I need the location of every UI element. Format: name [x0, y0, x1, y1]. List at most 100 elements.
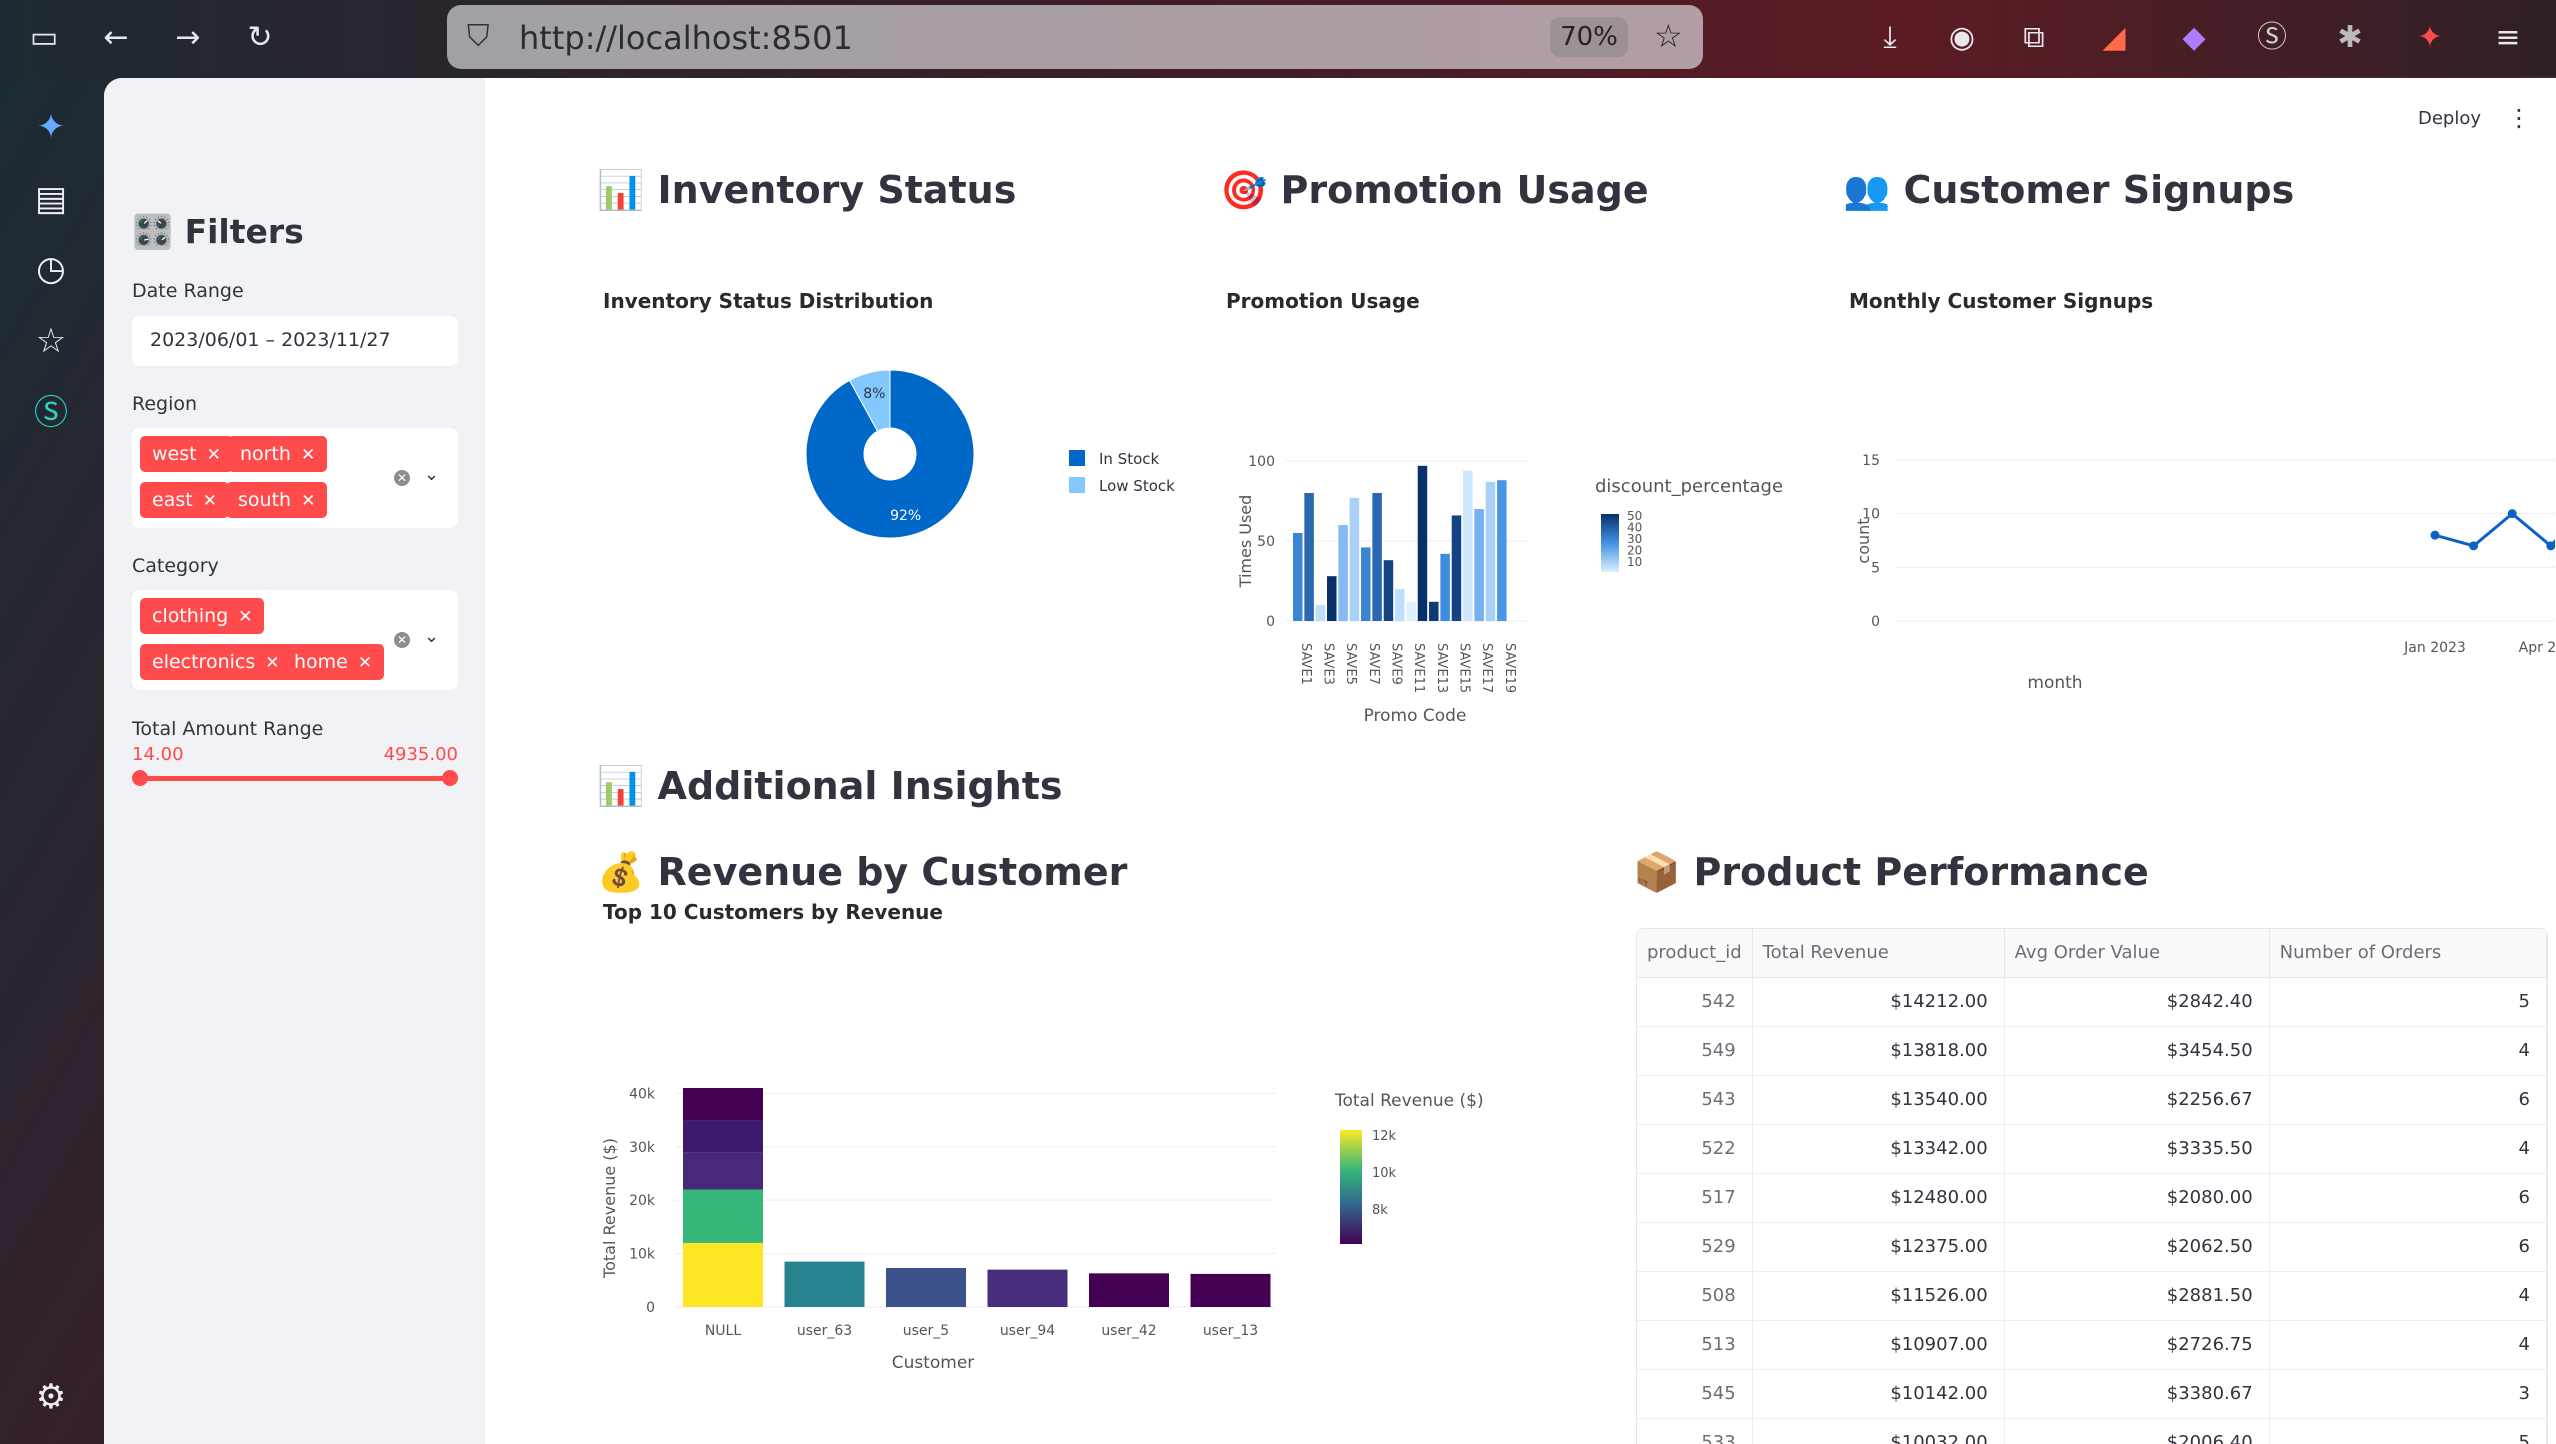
table-cell[interactable]: $10142.00	[1752, 1369, 2005, 1419]
table-cell[interactable]: 513	[1637, 1320, 1753, 1370]
remove-tag-icon[interactable]: ✕	[357, 653, 373, 673]
table-cell[interactable]: 522	[1637, 1124, 1753, 1174]
column-header[interactable]: Number of Orders	[2269, 929, 2547, 978]
deploy-button[interactable]: Deploy	[2418, 108, 2482, 129]
column-header[interactable]: product_id	[1637, 929, 1753, 978]
bookmarks-icon[interactable]: ☆	[35, 321, 67, 361]
zoom-level[interactable]: 70%	[1550, 17, 1628, 57]
table-cell[interactable]: 4	[2269, 1124, 2547, 1174]
category-tag-electronics[interactable]: electronics ✕	[140, 644, 292, 680]
table-row[interactable]: 517 $12480.00 $2080.00 6	[1637, 1173, 2547, 1223]
amount-slider-track[interactable]	[140, 776, 450, 781]
table-cell[interactable]: $2006.40	[2004, 1418, 2270, 1444]
table-cell[interactable]: $12375.00	[1752, 1222, 2005, 1272]
table-row[interactable]: 533 $10032.00 $2006.40 5	[1637, 1418, 2547, 1444]
sidebar-toggle-icon[interactable]: ▭	[29, 20, 59, 55]
table-cell[interactable]: 6	[2269, 1173, 2547, 1223]
remove-tag-icon[interactable]: ✕	[202, 491, 217, 511]
table-cell[interactable]: 543	[1637, 1075, 1753, 1125]
table-cell[interactable]: 5	[2269, 977, 2547, 1027]
table-cell[interactable]: $2256.67	[2004, 1075, 2270, 1125]
table-cell[interactable]: $3454.50	[2004, 1026, 2270, 1076]
table-cell[interactable]: 6	[2269, 1075, 2547, 1125]
table-row[interactable]: 529 $12375.00 $2062.50 6	[1637, 1222, 2547, 1272]
table-cell[interactable]: 6	[2269, 1222, 2547, 1272]
amount-slider-min-handle[interactable]	[132, 770, 148, 786]
url-bar[interactable]: ⛉ http://localhost:8501 70% ☆	[447, 5, 1703, 69]
bookmark-star-icon[interactable]: ☆	[1654, 17, 1683, 55]
table-cell[interactable]: $13342.00	[1752, 1124, 2005, 1174]
synced-tabs-icon[interactable]: ▤	[34, 179, 68, 219]
s-extension-icon[interactable]: Ⓢ	[2257, 20, 2287, 55]
table-cell[interactable]: $2080.00	[2004, 1173, 2270, 1223]
table-row[interactable]: 542 $14212.00 $2842.40 5	[1637, 977, 2547, 1027]
table-row[interactable]: 549 $13818.00 $3454.50 4	[1637, 1026, 2547, 1076]
remove-tag-icon[interactable]: ✕	[300, 445, 316, 465]
table-cell[interactable]: 508	[1637, 1271, 1753, 1321]
table-cell[interactable]: 542	[1637, 977, 1753, 1027]
table-cell[interactable]: 545	[1637, 1369, 1753, 1419]
clear-all-icon[interactable]: ✕	[394, 632, 410, 648]
table-cell[interactable]: $13818.00	[1752, 1026, 2005, 1076]
table-cell[interactable]: 517	[1637, 1173, 1753, 1223]
table-row[interactable]: 508 $11526.00 $2881.50 4	[1637, 1271, 2547, 1321]
table-cell[interactable]: 4	[2269, 1026, 2547, 1076]
fox-extension-icon[interactable]: ✦	[2417, 20, 2443, 55]
chevron-down-icon[interactable]: ⌄	[424, 626, 440, 647]
extensions-icon[interactable]: ⧉	[2023, 20, 2045, 55]
table-row[interactable]: 543 $13540.00 $2256.67 6	[1637, 1075, 2547, 1125]
table-cell[interactable]: $2726.75	[2004, 1320, 2270, 1370]
table-cell[interactable]: 533	[1637, 1418, 1753, 1444]
s-app-icon[interactable]: Ⓢ	[34, 393, 68, 433]
settings-gear-icon[interactable]: ⚙	[35, 1377, 67, 1417]
forward-icon[interactable]: →	[175, 20, 201, 55]
table-cell[interactable]: $11526.00	[1752, 1271, 2005, 1321]
remove-tag-icon[interactable]: ✕	[301, 491, 316, 511]
region-tag-east[interactable]: east ✕	[140, 482, 229, 518]
product-performance-table[interactable]: product_id Total Revenue Avg Order Value Nu…	[1636, 928, 2548, 1444]
flame-extension-icon[interactable]: ◆	[2182, 20, 2206, 55]
table-cell[interactable]: $10032.00	[1752, 1418, 2005, 1444]
remove-tag-icon[interactable]: ✕	[238, 607, 253, 627]
table-row[interactable]: 513 $10907.00 $2726.75 4	[1637, 1320, 2547, 1370]
bug-extension-icon[interactable]: ✱	[2337, 20, 2363, 55]
date-range-input[interactable]: 2023/06/01 – 2023/11/27	[132, 316, 458, 366]
region-tag-south[interactable]: south ✕	[226, 482, 328, 518]
table-cell[interactable]: $12480.00	[1752, 1173, 2005, 1223]
table-cell[interactable]: 4	[2269, 1271, 2547, 1321]
table-cell[interactable]: $2842.40	[2004, 977, 2270, 1027]
table-cell[interactable]: $10907.00	[1752, 1320, 2005, 1370]
category-multiselect[interactable]: clothing ✕ electronics ✕ home ✕ ✕ ⌄	[132, 590, 458, 690]
column-header[interactable]: Avg Order Value	[2004, 929, 2270, 978]
table-cell[interactable]: $2881.50	[2004, 1271, 2270, 1321]
region-tag-west[interactable]: west ✕	[140, 436, 233, 472]
chevron-down-icon[interactable]: ⌄	[424, 464, 440, 485]
region-tag-north[interactable]: north ✕	[228, 436, 328, 472]
column-header[interactable]: Total Revenue	[1752, 929, 2005, 978]
amount-slider-max-handle[interactable]	[442, 770, 458, 786]
table-row[interactable]: 522 $13342.00 $3335.50 4	[1637, 1124, 2547, 1174]
table-cell[interactable]: 5	[2269, 1418, 2547, 1444]
hamburger-menu-icon[interactable]: ≡	[2495, 20, 2521, 55]
table-cell[interactable]: 4	[2269, 1320, 2547, 1370]
table-cell[interactable]: $3335.50	[2004, 1124, 2270, 1174]
table-cell[interactable]: $2062.50	[2004, 1222, 2270, 1272]
kebab-menu-icon[interactable]: ⋮	[2507, 104, 2531, 132]
back-icon[interactable]: ←	[103, 20, 129, 55]
remove-tag-icon[interactable]: ✕	[206, 445, 221, 465]
table-cell[interactable]: $14212.00	[1752, 977, 2005, 1027]
table-cell[interactable]: 529	[1637, 1222, 1753, 1272]
table-row[interactable]: 545 $10142.00 $3380.67 3	[1637, 1369, 2547, 1419]
table-cell[interactable]: $3380.67	[2004, 1369, 2270, 1419]
account-icon[interactable]: ◉	[1948, 20, 1976, 55]
clear-all-icon[interactable]: ✕	[394, 470, 410, 486]
category-tag-home[interactable]: home ✕	[282, 644, 385, 680]
region-multiselect[interactable]: west ✕ north ✕ east ✕ south ✕ ✕ ⌄	[132, 428, 458, 528]
table-cell[interactable]: $13540.00	[1752, 1075, 2005, 1125]
remove-tag-icon[interactable]: ✕	[265, 653, 280, 673]
table-cell[interactable]: 3	[2269, 1369, 2547, 1419]
reload-icon[interactable]: ↻	[247, 20, 273, 55]
sparkle-icon[interactable]: ✦	[36, 107, 66, 147]
history-icon[interactable]: ◷	[36, 249, 66, 289]
category-tag-clothing[interactable]: clothing ✕	[140, 598, 265, 634]
